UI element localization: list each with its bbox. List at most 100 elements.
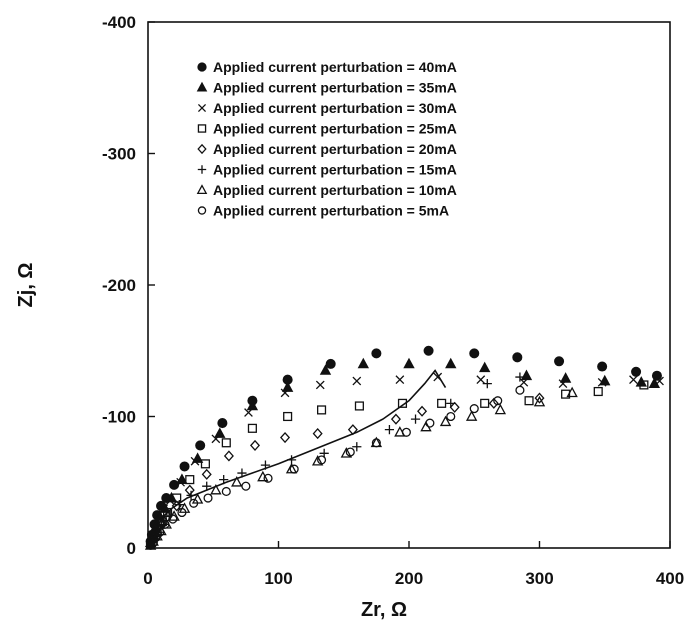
filled-circle-marker (217, 418, 228, 429)
filled-circle-marker (631, 366, 642, 377)
series-group (146, 372, 525, 549)
square-marker (354, 401, 364, 411)
filled-circle-marker (597, 361, 608, 372)
circle-marker (263, 473, 273, 483)
cross-marker (558, 379, 568, 388)
filled-circle-marker (195, 440, 206, 451)
cross-marker (395, 375, 405, 385)
square-marker (437, 398, 447, 408)
plus-marker (482, 379, 492, 389)
diamond-marker (184, 484, 195, 496)
legend-entry: Applied current perturbation = 10mA (213, 182, 457, 198)
filled-circle-marker (197, 62, 207, 72)
circle-marker (203, 493, 213, 503)
cross-marker (655, 376, 664, 386)
diamond-marker (223, 450, 234, 462)
plus-marker (410, 414, 421, 424)
triangle-marker (257, 470, 269, 482)
series-group (144, 386, 578, 550)
filled-circle-marker (325, 358, 336, 369)
cross-marker (597, 377, 607, 387)
square-marker (197, 124, 207, 133)
x-tick-label: 0 (143, 569, 152, 588)
circle-marker (221, 486, 231, 497)
triangle-marker (533, 395, 546, 407)
circle-marker (189, 498, 199, 508)
square-marker (221, 438, 231, 448)
axis-ticks: 0 100 200 300 400 0 -100 -200 -300 -400 (102, 13, 684, 588)
circle-marker (425, 418, 435, 428)
square-marker (397, 398, 408, 408)
square-marker (163, 507, 173, 518)
circle-marker (371, 438, 381, 448)
circle-marker (515, 385, 525, 395)
legend: Applied current perturbation = 40mA Appli… (196, 59, 457, 219)
circle-marker (446, 411, 456, 422)
filled-circle-marker (423, 345, 434, 356)
filled-triangle-marker (319, 364, 332, 375)
diamond-marker (488, 397, 499, 409)
cross-marker (244, 408, 253, 417)
circle-marker (160, 519, 170, 529)
circle-marker (197, 206, 207, 215)
circle-marker (493, 396, 503, 406)
legend-entry: Applied current perturbation = 15mA (213, 162, 457, 178)
triangle-marker (465, 410, 478, 421)
cross-marker (211, 434, 221, 444)
cross-marker (280, 388, 290, 398)
cross-marker (315, 380, 325, 390)
circle-marker (241, 481, 251, 491)
diamond-marker (312, 428, 323, 440)
triangle-marker (210, 483, 222, 495)
filled-circle-marker (371, 348, 382, 359)
y-axis-label: Zj, Ω (15, 263, 37, 308)
square-marker (200, 459, 210, 469)
filled-circle-marker (554, 356, 565, 367)
square-marker (317, 405, 327, 415)
x-tick-label: 300 (525, 569, 553, 588)
triangle-marker (231, 476, 243, 487)
cross-marker (476, 375, 486, 385)
plus-marker (202, 481, 212, 491)
legend-entry: Applied current perturbation = 30mA (213, 100, 457, 116)
y-tick-label: -300 (102, 145, 136, 164)
cross-marker (176, 477, 185, 487)
plus-marker (352, 442, 362, 452)
triangle-marker (439, 415, 452, 427)
triangle-marker (494, 403, 507, 415)
series-group (145, 392, 545, 550)
triangle-marker (340, 447, 353, 458)
diamond-marker (249, 439, 261, 452)
diamond-marker (449, 401, 460, 413)
legend-entry: Applied current perturbation = 5mA (213, 203, 449, 219)
filled-triangle-marker (214, 427, 226, 438)
cross-marker (433, 372, 443, 382)
y-tick-label: -400 (102, 13, 136, 32)
square-marker (247, 423, 257, 433)
filled-triangle-marker (445, 357, 457, 369)
triangle-marker (566, 386, 578, 398)
cross-marker (197, 103, 207, 113)
filled-circle-marker (469, 348, 480, 359)
series-group (146, 380, 649, 549)
circle-marker (289, 464, 299, 474)
legend-entry: Applied current perturbation = 20mA (213, 141, 457, 157)
cross-marker (519, 377, 529, 387)
circle-marker (155, 527, 165, 537)
filled-circle-marker (651, 370, 662, 381)
filled-triangle-marker (559, 372, 572, 383)
circle-marker (177, 507, 187, 518)
triangle-marker (196, 184, 208, 195)
square-marker (185, 475, 195, 485)
series-markers (144, 345, 664, 550)
y-tick-label: 0 (127, 539, 136, 558)
plus-marker (446, 398, 456, 408)
diamond-marker (197, 143, 207, 155)
plus-marker (174, 500, 184, 510)
plus-marker (197, 165, 207, 174)
series-group (146, 385, 525, 550)
triangle-marker (311, 455, 324, 466)
circle-marker (469, 404, 479, 414)
circle-marker (148, 538, 158, 548)
diamond-marker (417, 405, 428, 417)
